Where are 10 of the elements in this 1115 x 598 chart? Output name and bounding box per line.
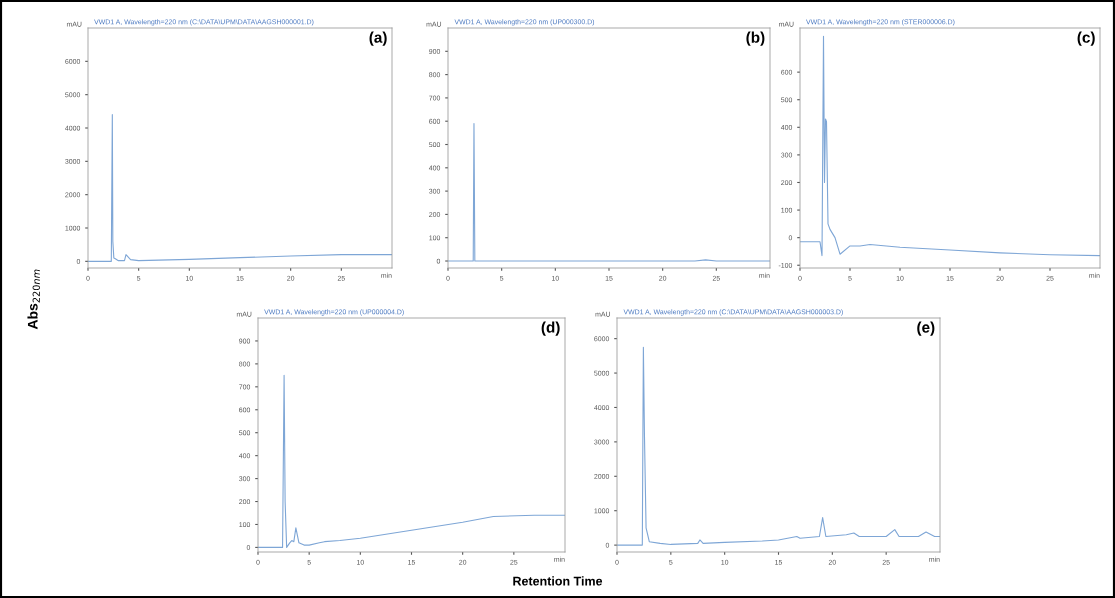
chart-title: (c) — [1077, 31, 1095, 46]
line-series — [88, 114, 392, 262]
chart-title: (d) — [541, 321, 560, 336]
text: Abs$_{220nm}$ — [27, 269, 40, 330]
chart-title: (e) — [917, 321, 935, 336]
chart-title: (a) — [369, 31, 387, 46]
line-series — [258, 374, 565, 548]
text: Retention Time — [513, 576, 603, 586]
line-series — [617, 346, 940, 546]
chart-title: (b) — [746, 31, 765, 46]
